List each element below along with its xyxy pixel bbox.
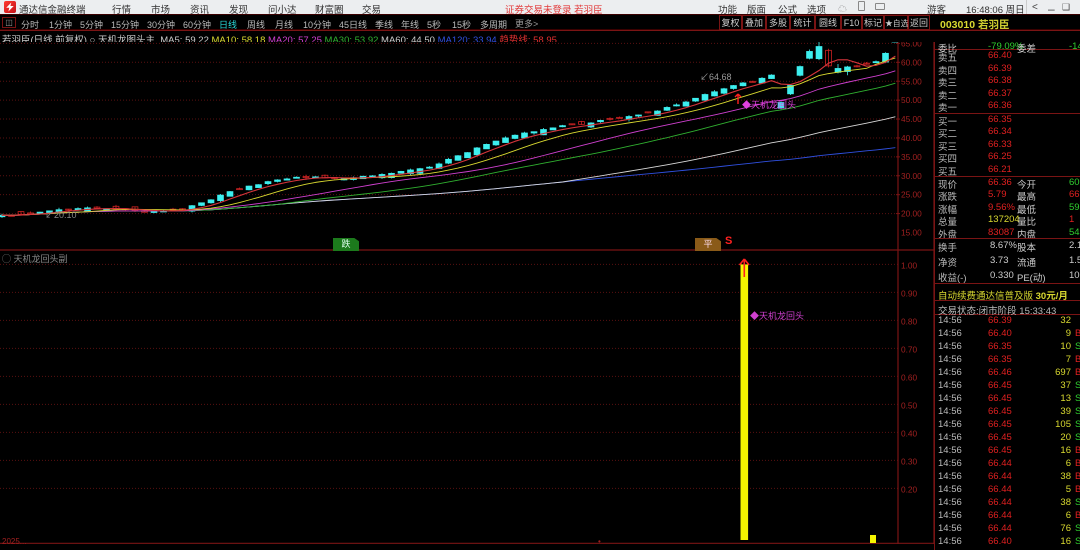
svg-text:0.70: 0.70 [901, 344, 918, 354]
svg-text:0.50: 0.50 [901, 400, 918, 410]
svg-text:35.00: 35.00 [901, 152, 922, 162]
svg-text:40.00: 40.00 [901, 133, 922, 143]
svg-text:15.00: 15.00 [901, 228, 922, 238]
svg-text:45.00: 45.00 [901, 114, 922, 124]
svg-text:55.00: 55.00 [901, 76, 922, 86]
svg-text:50.00: 50.00 [901, 95, 922, 105]
svg-text:0.40: 0.40 [901, 428, 918, 438]
svg-text:60.00: 60.00 [901, 57, 922, 67]
svg-text:1.00: 1.00 [901, 260, 918, 270]
svg-text:0.20: 0.20 [901, 484, 918, 494]
svg-text:0.60: 0.60 [901, 372, 918, 382]
svg-text:0.90: 0.90 [901, 288, 918, 298]
svg-text:0.80: 0.80 [901, 316, 918, 326]
svg-text:20.00: 20.00 [901, 209, 922, 219]
svg-text:65.00: 65.00 [901, 42, 922, 49]
svg-text:25.00: 25.00 [901, 190, 922, 200]
svg-text:30.00: 30.00 [901, 171, 922, 181]
svg-text:0.30: 0.30 [901, 456, 918, 466]
